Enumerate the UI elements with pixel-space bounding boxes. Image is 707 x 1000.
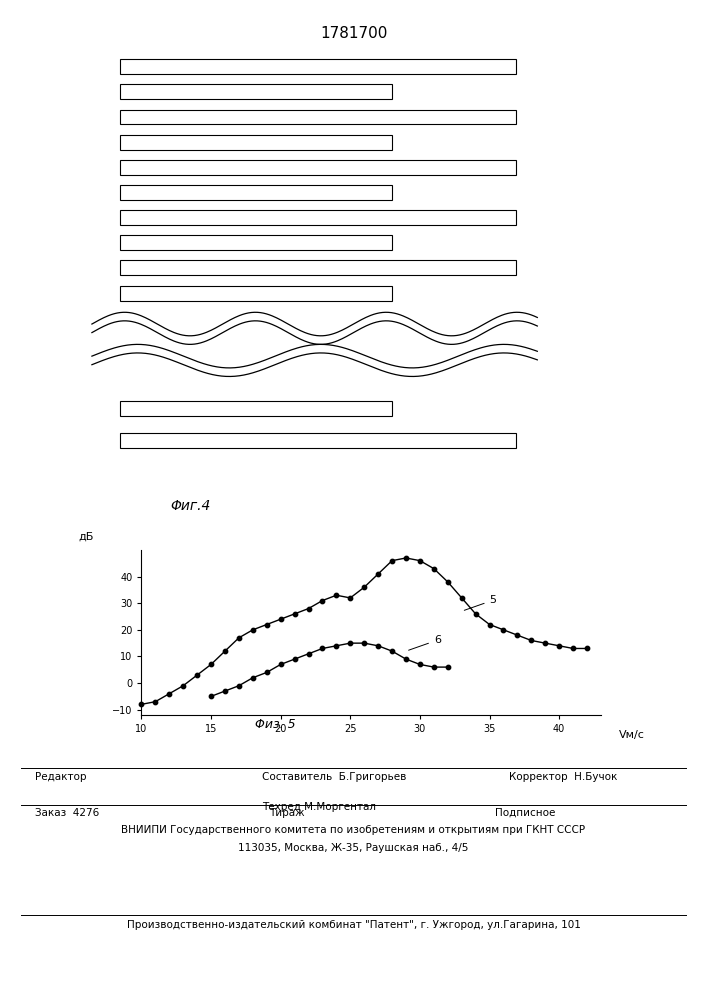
Bar (120, 260, 516, 275)
Point (428, 561, 440, 577)
Point (317, 640, 328, 656)
Point (442, 574, 453, 590)
Point (498, 622, 509, 638)
Point (344, 635, 356, 651)
Point (150, 694, 161, 710)
Point (414, 656, 426, 672)
Point (539, 635, 551, 651)
Text: Составитель  Б.Григорьев: Составитель Б.Григорьев (262, 772, 406, 782)
Text: 113035, Москва, Ж-35, Раушская наб., 4/5: 113035, Москва, Ж-35, Раушская наб., 4/5 (238, 843, 469, 853)
Point (400, 550, 411, 566)
Point (331, 638, 342, 654)
Text: Φиз. 5: Φиз. 5 (255, 718, 296, 731)
Point (512, 627, 523, 643)
Point (358, 635, 370, 651)
Bar (120, 59, 516, 74)
Point (275, 611, 286, 627)
Point (581, 640, 592, 656)
Point (192, 667, 203, 683)
Bar (120, 185, 392, 200)
Bar (120, 135, 392, 150)
Point (400, 651, 411, 667)
Point (233, 630, 245, 646)
Point (373, 566, 384, 582)
Text: Тираж: Тираж (269, 808, 304, 818)
Text: Производственно-издательский комбинат "Патент", г. Ужгород, ул.Гагарина, 101: Производственно-издательский комбинат "П… (127, 920, 580, 930)
Text: Техред М.Моргентал: Техред М.Моргентал (262, 802, 375, 812)
Point (219, 683, 230, 699)
Bar (120, 210, 516, 225)
Point (303, 646, 314, 662)
Point (470, 606, 481, 622)
Point (247, 670, 259, 686)
Point (414, 553, 426, 569)
Text: Vм/с: Vм/с (619, 730, 645, 740)
Point (331, 587, 342, 603)
Text: дБ: дБ (78, 532, 94, 542)
Point (247, 622, 259, 638)
Point (568, 640, 579, 656)
Point (526, 632, 537, 648)
Bar (120, 110, 516, 124)
Bar (120, 286, 392, 301)
Bar (120, 433, 516, 448)
Bar (120, 401, 392, 416)
Text: 5: 5 (464, 595, 496, 610)
Point (177, 678, 189, 694)
Text: 1781700: 1781700 (320, 26, 387, 41)
Point (136, 696, 147, 712)
Point (358, 579, 370, 595)
Text: 6: 6 (409, 635, 441, 650)
Point (484, 617, 495, 633)
Point (344, 590, 356, 606)
Point (289, 606, 300, 622)
Point (261, 617, 272, 633)
Point (303, 601, 314, 617)
Point (219, 643, 230, 659)
Bar (120, 84, 392, 99)
Point (373, 638, 384, 654)
Point (261, 664, 272, 680)
Point (233, 678, 245, 694)
Point (387, 553, 398, 569)
Point (554, 638, 565, 654)
Point (205, 656, 216, 672)
Text: Заказ  4276: Заказ 4276 (35, 808, 100, 818)
Point (317, 593, 328, 609)
Point (428, 659, 440, 675)
Point (456, 590, 467, 606)
Point (387, 643, 398, 659)
Text: Редактор: Редактор (35, 772, 87, 782)
Bar (120, 160, 516, 175)
Point (289, 651, 300, 667)
Text: Φиг.4: Φиг.4 (170, 499, 211, 513)
Text: ВНИИПИ Государственного комитета по изобретениям и открытиям при ГКНТ СССР: ВНИИПИ Государственного комитета по изоб… (122, 825, 585, 835)
Point (205, 688, 216, 704)
Text: Корректор  Н.Бучок: Корректор Н.Бучок (509, 772, 617, 782)
Point (275, 656, 286, 672)
Point (442, 659, 453, 675)
Bar (120, 235, 392, 250)
Point (163, 686, 175, 702)
Text: Подписное: Подписное (495, 808, 555, 818)
